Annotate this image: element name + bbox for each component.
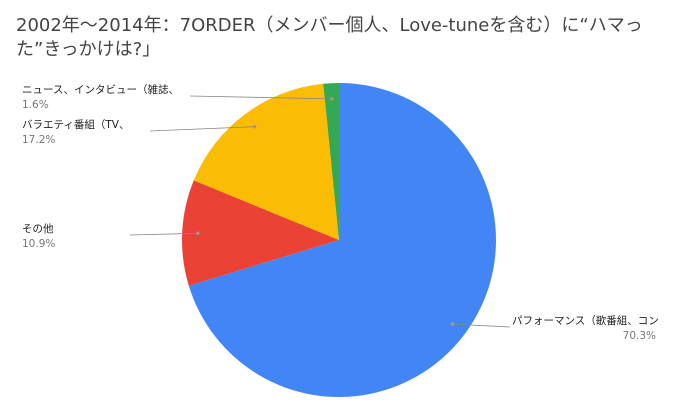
callout-line [129, 232, 198, 236]
callout-dot [196, 231, 200, 236]
slice-label: ニュース、インタビュー（雑誌、 [22, 83, 179, 96]
callout-dot [450, 322, 455, 326]
slice-label: その他 [22, 222, 54, 235]
pie-slice [182, 180, 339, 286]
callout-line [452, 323, 511, 328]
chart-title: 2002年～2014年：7ORDER（メンバー個人、Love-tuneを含む）に… [16, 15, 643, 60]
pie-slice [188, 83, 497, 397]
slice-percent: 1.6% [22, 99, 49, 111]
pie-slice [323, 83, 339, 240]
pie-slice [193, 83, 339, 240]
slice-percent: 10.9% [22, 238, 55, 250]
callout-line [149, 126, 255, 132]
callout-dot [330, 97, 334, 101]
callout-line [189, 95, 332, 100]
slice-label: パフォーマンス（歌番組、コン [512, 314, 659, 327]
slice-percent: 70.3% [623, 330, 656, 342]
callout-dot [252, 124, 257, 129]
slice-label: バラエティ番組（TV、 [22, 118, 129, 131]
slice-percent: 17.2% [22, 134, 55, 146]
